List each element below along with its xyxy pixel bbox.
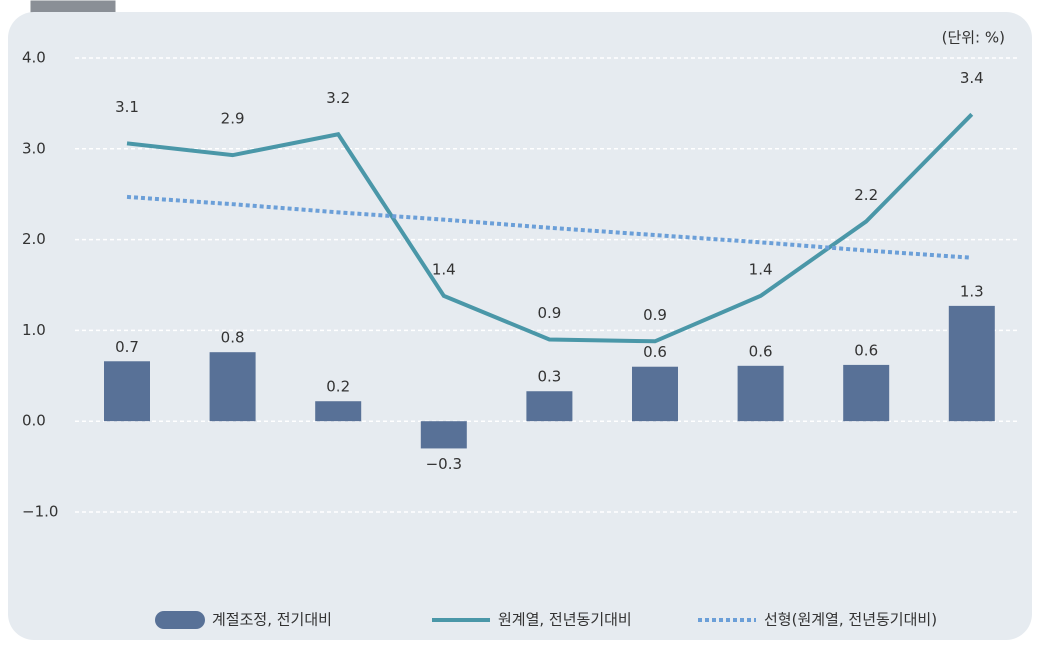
- data-label: 0.6: [854, 341, 878, 359]
- legend-swatch: [155, 611, 205, 629]
- data-label: 0.9: [537, 304, 561, 322]
- legend-label: 선형(원계열, 전년동기대비): [764, 611, 937, 629]
- data-label: 1.4: [749, 260, 773, 278]
- data-label: 2.9: [221, 110, 245, 128]
- data-label: 3.2: [326, 89, 350, 107]
- legend-label: 계절조정, 전기대비: [212, 611, 332, 629]
- data-label: 0.9: [643, 306, 667, 324]
- bar: [843, 364, 890, 422]
- tab: [29, 0, 117, 15]
- y-tick-label: 0.0: [22, 412, 46, 430]
- line: [126, 112, 974, 344]
- data-label: 0.3: [537, 368, 561, 386]
- data-label: 0.7: [115, 338, 139, 356]
- bar: [315, 401, 362, 422]
- y-tick-label: −1.0: [22, 503, 58, 521]
- bar: [526, 391, 573, 422]
- data-label: 3.1: [115, 98, 139, 116]
- legend-label: 원계열, 전년동기대비: [498, 611, 632, 629]
- data-label: −0.3: [426, 455, 462, 473]
- data-label: 2.2: [854, 186, 878, 204]
- y-tick-label: 3.0: [22, 139, 46, 157]
- data-label: 1.3: [960, 282, 984, 300]
- y-tick-label: 4.0: [22, 49, 46, 67]
- unit-label: (단위: %): [942, 29, 1005, 47]
- bar: [737, 365, 784, 422]
- bar: [104, 361, 150, 422]
- y-tick-label: 2.0: [22, 230, 46, 248]
- data-label: 0.2: [326, 378, 350, 396]
- data-label: 3.4: [960, 69, 984, 87]
- data-label: 0.6: [749, 342, 773, 360]
- bar: [420, 421, 467, 449]
- bar: [209, 352, 256, 422]
- data-label: 0.6: [643, 343, 667, 361]
- trend-line: [126, 194, 972, 260]
- y-tick-label: 1.0: [22, 321, 46, 339]
- data-label: 0.8: [221, 329, 245, 347]
- data-label: 1.4: [432, 260, 456, 278]
- bar: [632, 366, 678, 422]
- bar: [948, 305, 995, 422]
